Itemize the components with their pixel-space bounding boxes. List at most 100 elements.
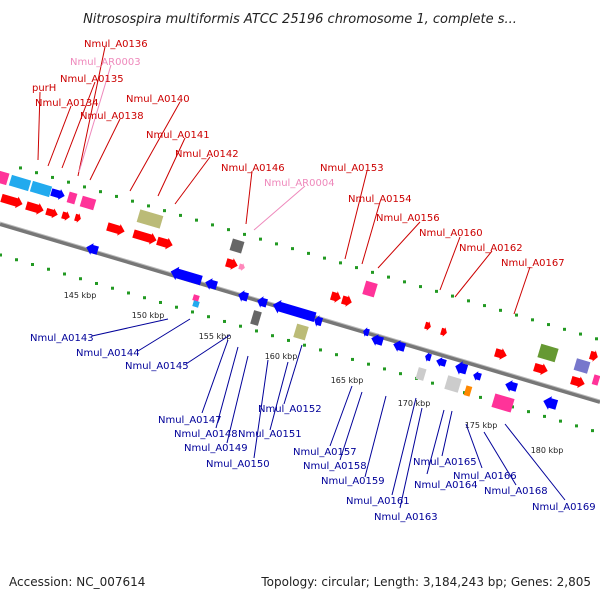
gene-arrow [341, 295, 352, 307]
guide-dot [127, 291, 130, 295]
gene-group [25, 201, 44, 215]
scale-tick-label: 175 kbp [465, 421, 498, 430]
guide-dot [15, 258, 18, 262]
leader-line [483, 431, 517, 486]
guide-dot [131, 199, 134, 203]
gene-label: Nmul_A0151 [238, 429, 302, 440]
gene-label: Nmul_A0156 [376, 213, 440, 224]
leader-line [439, 236, 461, 291]
leader-line [391, 397, 417, 496]
guide-dot [83, 185, 86, 189]
gene-group [362, 280, 378, 298]
gene-features [0, 170, 600, 413]
gene-label: purH [32, 83, 56, 94]
guide-dot [31, 262, 34, 266]
gene-group [192, 294, 200, 302]
gene-arrow [225, 258, 238, 270]
guide-dot [435, 289, 438, 293]
leader-line [215, 346, 239, 429]
leader-line [339, 391, 363, 461]
leader-line [253, 359, 269, 459]
leader-line [441, 410, 453, 457]
leader-line [364, 395, 387, 478]
gene-label: Nmul_A0162 [459, 243, 523, 254]
leader-line [426, 409, 445, 475]
leader-line [226, 355, 249, 444]
scale-tick-label: 150 kbp [132, 311, 165, 320]
gene-arrow [440, 327, 447, 337]
gene-group [463, 385, 473, 397]
gene-group [106, 222, 125, 236]
gene-label: Nmul_A0138 [80, 111, 144, 122]
gene-box [415, 367, 427, 381]
gene-arrow [74, 213, 81, 223]
gene-group [192, 300, 200, 308]
leader-line [377, 221, 421, 269]
gene-box [192, 300, 200, 308]
gene-label: Nmul_A0148 [174, 429, 238, 440]
topology-summary: Topology: circular; Length: 3,184,243 bp… [260, 575, 591, 589]
scale-tick-label: 145 kbp [64, 291, 97, 300]
guide-dot [227, 228, 230, 232]
guide-dot [451, 294, 454, 298]
guide-dot [467, 299, 470, 303]
guide-dot [243, 232, 246, 236]
guide-dot [239, 324, 242, 328]
gene-arrow [25, 201, 44, 215]
leader-line [174, 156, 211, 205]
leader-line [37, 91, 41, 161]
guide-dot [479, 395, 482, 399]
gene-group [156, 236, 173, 250]
gene-arrow [238, 290, 249, 302]
gene-group [229, 238, 245, 254]
gene-group [0, 193, 23, 209]
guide-dot [595, 337, 598, 341]
guide-dot [387, 275, 390, 279]
guide-dot [323, 256, 326, 260]
gene-label: Nmul_A0134 [35, 98, 99, 109]
guide-dot [175, 305, 178, 309]
gene-label: Nmul_A0150 [206, 459, 270, 470]
guide-dot [319, 348, 322, 352]
gene-group [570, 375, 585, 389]
guide-dot [351, 357, 354, 361]
gene-group [29, 180, 53, 198]
gene-box [79, 195, 97, 211]
guide-dot [547, 323, 550, 327]
gene-arrow [330, 291, 341, 303]
guide-dot [559, 419, 562, 423]
gene-arrow [170, 266, 203, 286]
guide-dot [223, 319, 226, 323]
gene-label: Nmul_A0140 [126, 94, 190, 105]
leader-line [269, 361, 289, 431]
leader-line [91, 318, 169, 337]
guide-dot [159, 300, 162, 304]
guide-dot [255, 329, 258, 333]
map-title: Nitrosospira multiformis ATCC 25196 chro… [83, 12, 517, 27]
gene-label: Nmul_A0157 [293, 447, 357, 458]
gene-arrow [106, 222, 125, 236]
gene-arrow [132, 229, 157, 245]
gene-arrow [588, 350, 598, 362]
gene-arrow [363, 327, 370, 337]
guide-dot [275, 242, 278, 246]
gene-box [192, 294, 200, 302]
scale-tick-label: 180 kbp [531, 446, 564, 455]
gene-label: Nmul_A0145 [125, 361, 189, 372]
leader-line [201, 339, 229, 414]
leader-line [47, 105, 72, 167]
guide-dot [95, 281, 98, 285]
gene-label: Nmul_A0164 [414, 480, 478, 491]
guide-dot [575, 424, 578, 428]
scale-tick-label: 155 kbp [199, 332, 232, 341]
gene-group [257, 296, 268, 308]
scale-tick-label: 165 kbp [331, 376, 364, 385]
gene-group [238, 263, 245, 271]
leader-line [344, 170, 368, 260]
guide-dot [499, 308, 502, 312]
guide-dot [207, 315, 210, 319]
gene-arrow [393, 340, 406, 352]
guide-dot [511, 405, 514, 409]
